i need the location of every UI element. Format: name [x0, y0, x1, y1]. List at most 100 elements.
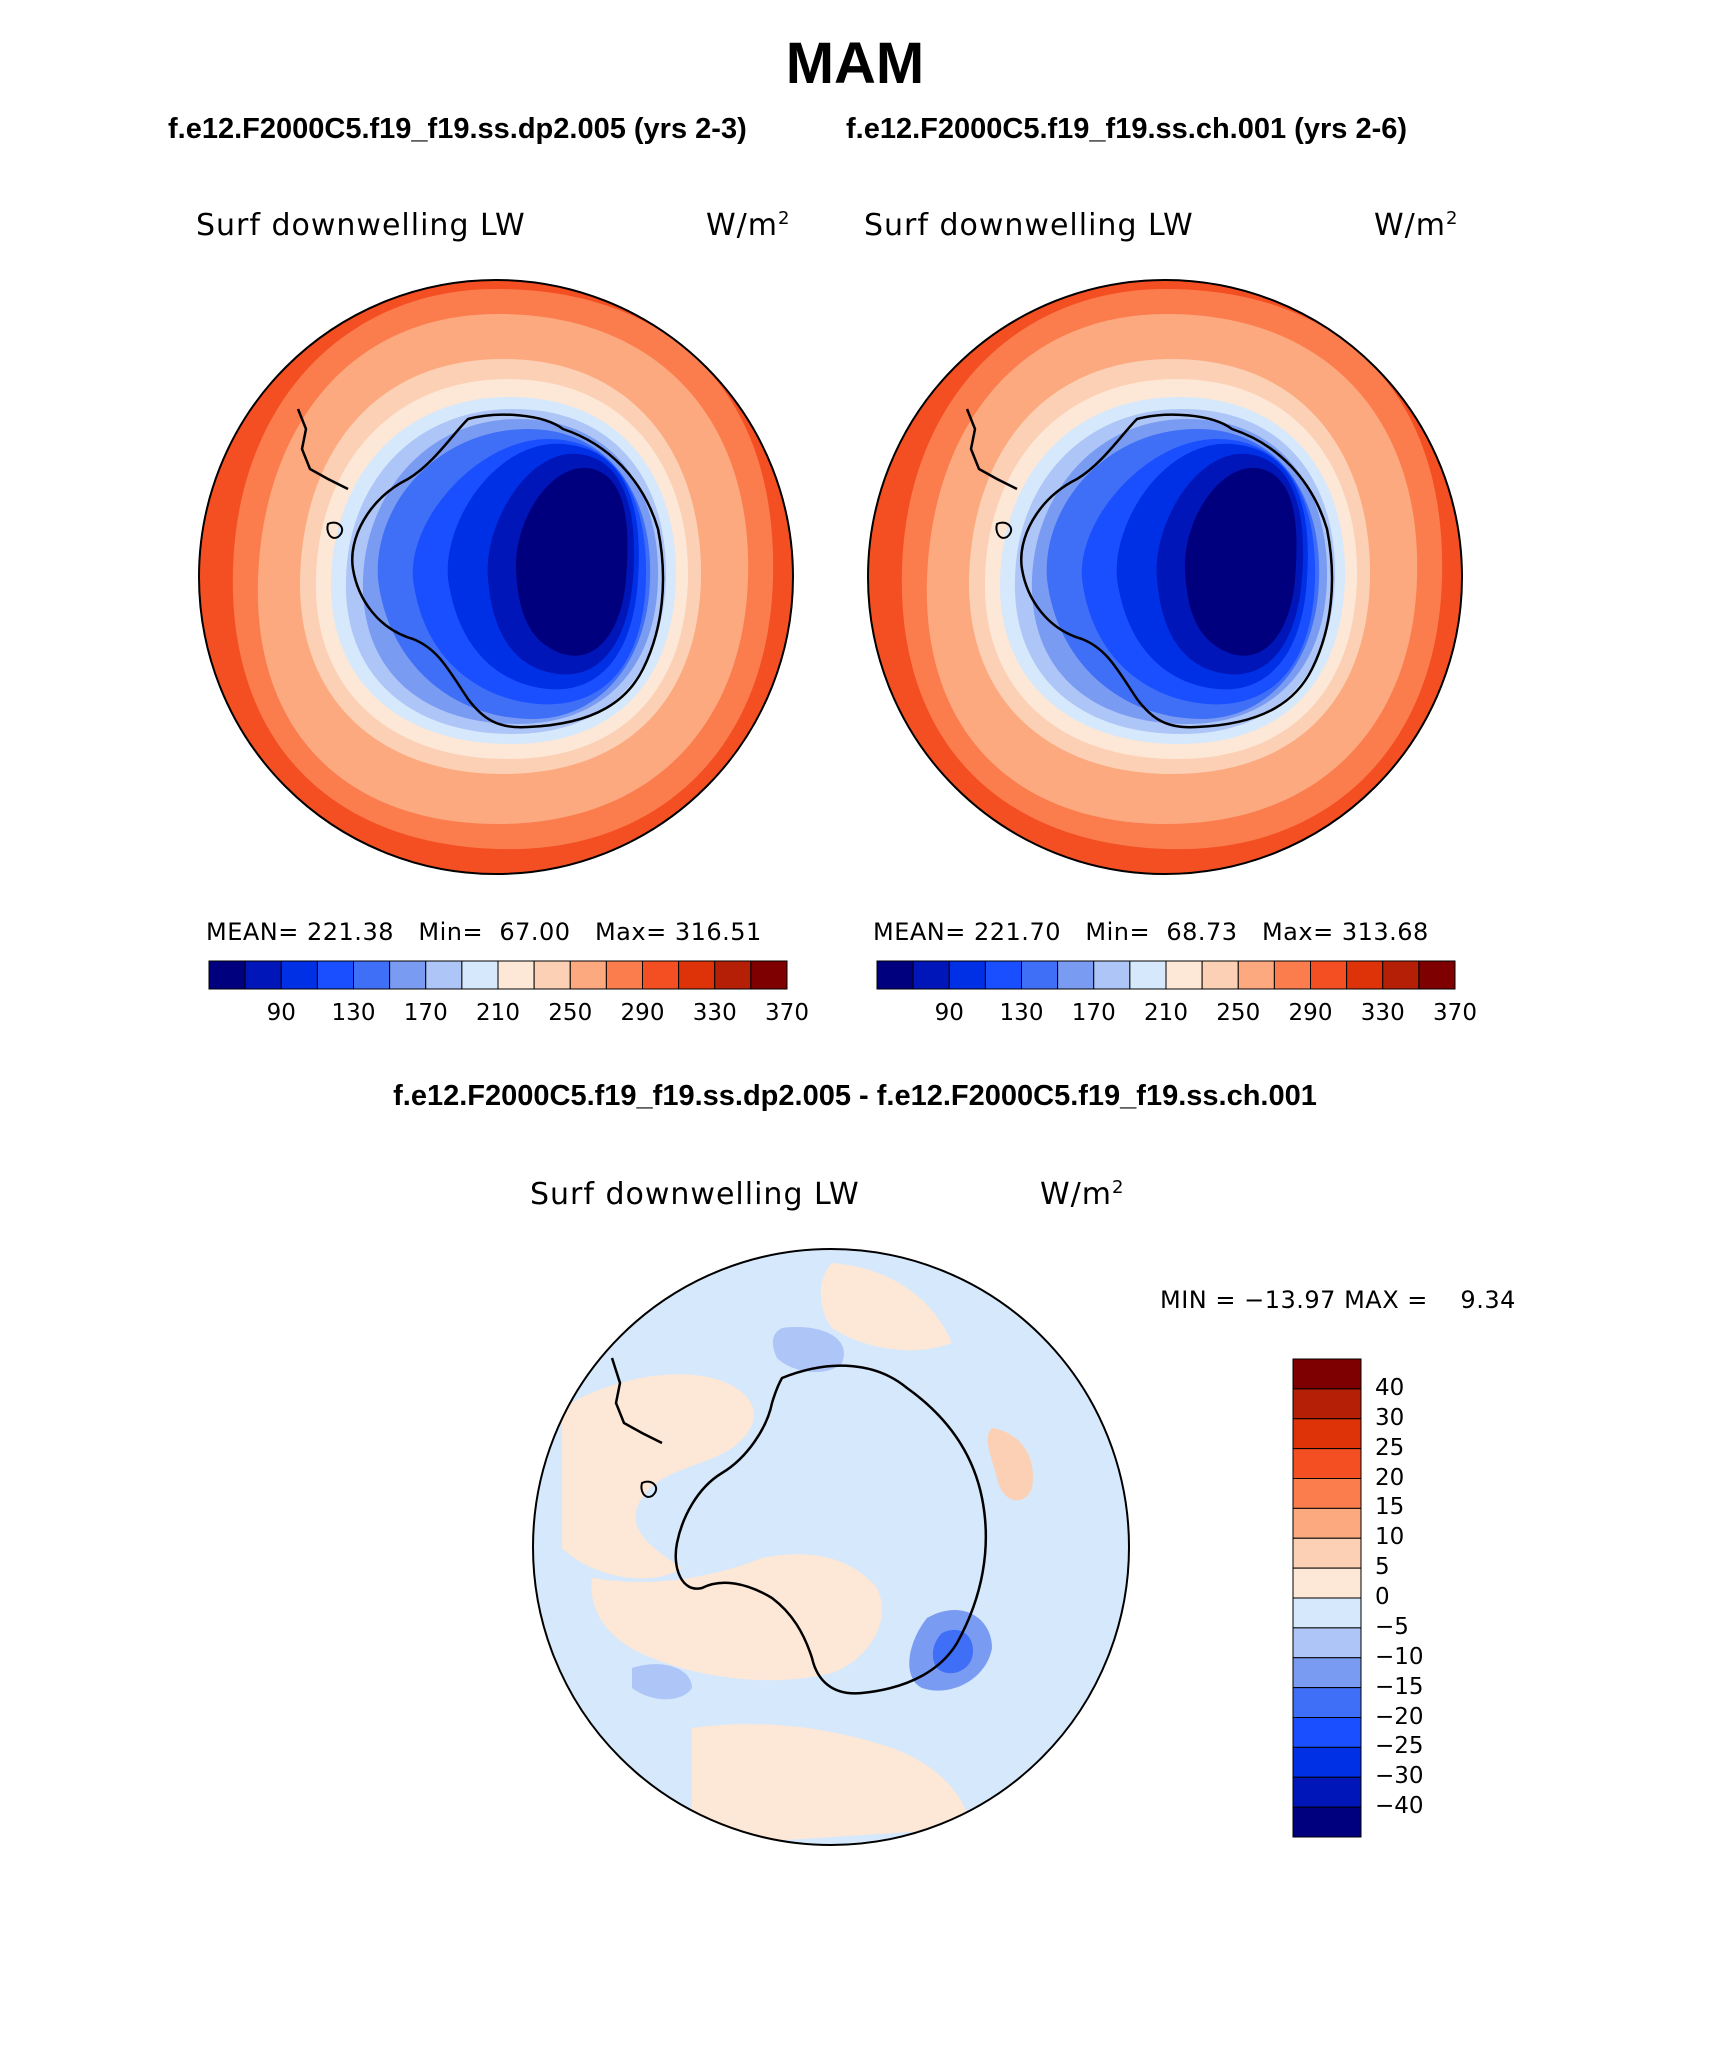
colorbar-tick-label: 210	[1144, 1000, 1188, 1026]
right-case-title: f.e12.F2000C5.f19_f19.ss.ch.001 (yrs 2-6…	[846, 113, 1408, 145]
colorbar-box	[533, 960, 571, 990]
right-units-label: W/m2	[1374, 208, 1459, 243]
colorbar-tick-label: −20	[1375, 1703, 1424, 1730]
colorbar-box	[1201, 960, 1239, 990]
colorbar-box	[1165, 960, 1203, 990]
colorbar-box	[678, 960, 716, 990]
colorbar-box	[316, 960, 354, 990]
colorbar-tick-label: 90	[266, 1000, 296, 1026]
difference-polar-map	[532, 1248, 1130, 1846]
colorbar-tick-label: 15	[1375, 1494, 1405, 1521]
colorbar-box	[389, 960, 427, 990]
colorbar-box	[244, 960, 282, 990]
right-stats: MEAN= 221.70 Min= 68.73 Max= 313.68	[873, 918, 1429, 946]
colorbar-box	[1093, 960, 1131, 990]
colorbar-tick-label: 370	[1433, 1000, 1477, 1026]
colorbar-tick-label: −30	[1375, 1763, 1424, 1790]
colorbar-tick-label: −5	[1375, 1613, 1409, 1640]
figure-title: MAM	[785, 31, 925, 96]
left-variable-label: Surf downwelling LW	[196, 208, 526, 243]
colorbar-box	[1021, 960, 1059, 990]
colorbar-box	[1292, 1388, 1362, 1420]
left-stats: MEAN= 221.38 Min= 67.00 Max= 316.51	[206, 918, 762, 946]
colorbar-tick-label: 330	[1360, 1000, 1405, 1026]
colorbar-tick-label: 10	[1375, 1524, 1405, 1551]
colorbar-tick-label: 290	[1288, 1000, 1333, 1026]
difference-colorbar-ticks: 40 30 25 20 15 10 5 0 −5 −10 −15 −20 −25 −30 −40	[1375, 1358, 1495, 1838]
colorbar-box	[1129, 960, 1167, 990]
colorbar-box	[948, 960, 986, 990]
colorbar-box	[1292, 1567, 1362, 1599]
colorbar-box	[1346, 960, 1384, 990]
colorbar-box	[569, 960, 607, 990]
right-colorbar-ticks: 90 130 170 210 250 290 330 370	[876, 1000, 1477, 1030]
colorbar-box	[714, 960, 752, 990]
colorbar-box	[1292, 1657, 1362, 1689]
left-colorbar-ticks: 90 130 170 210 250 290 330 370	[208, 1000, 809, 1030]
colorbar-tick-label: 330	[692, 1000, 737, 1026]
diff-units-label: W/m2	[1040, 1177, 1125, 1212]
colorbar-box	[1310, 960, 1348, 990]
colorbar-tick-label: 250	[1216, 1000, 1261, 1026]
colorbar-box	[1292, 1507, 1362, 1539]
colorbar-box	[280, 960, 318, 990]
right-variable-label: Surf downwelling LW	[864, 208, 1194, 243]
left-case-title: f.e12.F2000C5.f19_f19.ss.dp2.005 (yrs 2-…	[168, 113, 747, 145]
colorbar-tick-label: −25	[1375, 1733, 1424, 1760]
colorbar-tick-label: 90	[934, 1000, 964, 1026]
colorbar-box	[1292, 1537, 1362, 1569]
colorbar-box	[605, 960, 643, 990]
colorbar-box	[1237, 960, 1275, 990]
colorbar-box	[1292, 1627, 1362, 1659]
colorbar-tick-label: 130	[331, 1000, 376, 1026]
colorbar-tick-label: 25	[1375, 1434, 1405, 1461]
colorbar-box	[642, 960, 680, 990]
left-units-label: W/m2	[706, 208, 791, 243]
colorbar-box	[1292, 1448, 1362, 1479]
colorbar-tick-label: 20	[1375, 1464, 1405, 1491]
diff-min-max: MIN = −13.97 MAX = 9.34	[1160, 1286, 1516, 1314]
colorbar-box	[1292, 1687, 1362, 1718]
colorbar-box	[1292, 1358, 1362, 1390]
right-polar-map	[867, 279, 1463, 875]
colorbar-box	[1273, 960, 1311, 990]
colorbar-tick-label: 250	[548, 1000, 593, 1026]
colorbar-tick-label: 0	[1375, 1584, 1390, 1610]
left-colorbar	[208, 960, 788, 990]
colorbar-box	[461, 960, 499, 990]
right-colorbar	[876, 960, 1456, 990]
colorbar-box	[1292, 1776, 1362, 1808]
colorbar-box	[1292, 1746, 1362, 1778]
difference-colorbar	[1292, 1358, 1362, 1838]
colorbar-tick-label: 5	[1375, 1554, 1390, 1581]
colorbar-box	[1292, 1597, 1362, 1629]
colorbar-box	[497, 960, 535, 990]
colorbar-tick-label: 370	[765, 1000, 809, 1026]
colorbar-tick-label: 40	[1375, 1374, 1405, 1401]
colorbar-tick-label: −40	[1375, 1793, 1424, 1820]
colorbar-box	[1292, 1478, 1362, 1509]
colorbar-tick-label: 30	[1375, 1404, 1405, 1431]
colorbar-box	[912, 960, 950, 990]
colorbar-box	[1292, 1806, 1362, 1838]
colorbar-box	[876, 960, 914, 990]
colorbar-tick-label: 170	[1071, 1000, 1116, 1026]
colorbar-box	[1292, 1717, 1362, 1748]
colorbar-tick-label: 170	[403, 1000, 448, 1026]
colorbar-tick-label: 210	[476, 1000, 520, 1026]
colorbar-box	[353, 960, 391, 990]
colorbar-box	[1382, 960, 1420, 990]
colorbar-tick-label: 130	[999, 1000, 1044, 1026]
colorbar-box	[208, 960, 246, 990]
colorbar-box	[1057, 960, 1095, 990]
colorbar-box	[984, 960, 1022, 990]
colorbar-tick-label: −15	[1375, 1673, 1424, 1700]
colorbar-box	[425, 960, 463, 990]
diff-variable-label: Surf downwelling LW	[530, 1177, 860, 1212]
colorbar-box	[750, 960, 788, 990]
colorbar-box	[1292, 1418, 1362, 1450]
difference-title: f.e12.F2000C5.f19_f19.ss.dp2.005 - f.e12…	[393, 1080, 1317, 1112]
left-polar-map	[198, 279, 794, 875]
colorbar-box	[1418, 960, 1456, 990]
colorbar-tick-label: −10	[1375, 1643, 1424, 1670]
